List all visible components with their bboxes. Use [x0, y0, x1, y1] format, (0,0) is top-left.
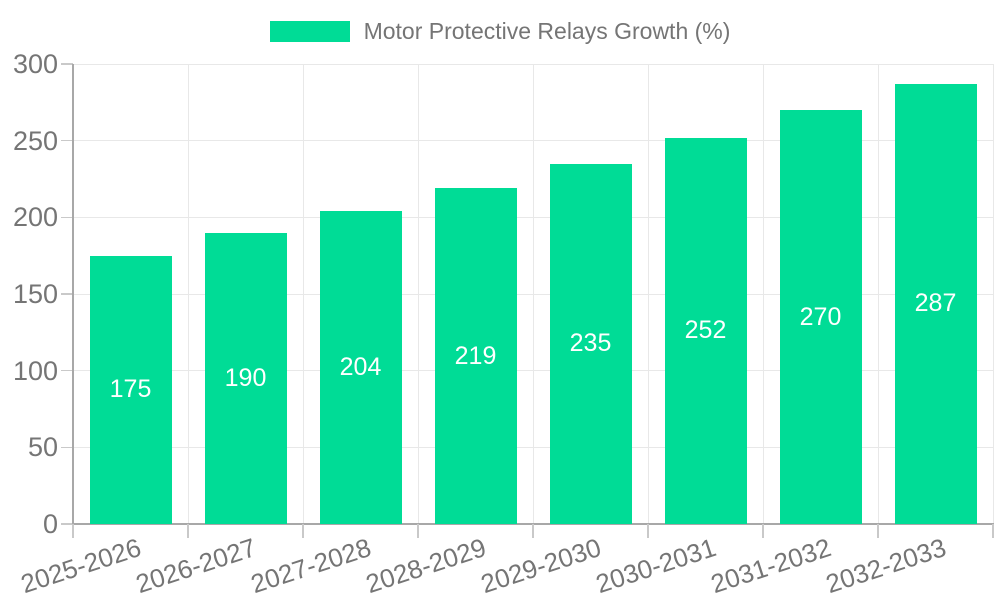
- bar-value-label: 190: [224, 363, 267, 392]
- legend-swatch-icon: [269, 20, 350, 42]
- x-gridline: [532, 64, 534, 524]
- x-tick: [302, 524, 304, 538]
- x-axis-tick-label: 2032-2033: [821, 532, 950, 600]
- bar-value-label: 204: [339, 353, 382, 382]
- bar-value-label: 252: [684, 316, 727, 345]
- y-axis-tick-label: 50: [27, 432, 58, 463]
- y-tick: [61, 523, 73, 525]
- bar: 190: [204, 232, 287, 524]
- y-axis-tick-label: 200: [12, 202, 58, 233]
- bar: 287: [894, 83, 977, 524]
- y-tick: [61, 446, 73, 449]
- x-tick: [532, 524, 534, 538]
- bar-value-label: 219: [454, 341, 497, 370]
- y-axis-tick-label: 250: [12, 125, 58, 156]
- y-tick: [61, 139, 73, 142]
- x-gridline: [992, 64, 994, 524]
- bar-value-label: 235: [569, 329, 612, 358]
- bar-value-label: 287: [914, 289, 957, 318]
- y-tick: [61, 216, 73, 219]
- x-tick: [762, 524, 764, 538]
- x-gridline: [417, 64, 419, 524]
- bar: 252: [664, 137, 747, 524]
- y-axis-tick-label: 150: [12, 279, 58, 309]
- y-axis-tick-label: 0: [42, 509, 58, 539]
- x-axis-tick-label: 2027-2028: [246, 532, 375, 600]
- y-axis-line: [72, 64, 74, 524]
- bar-value-label: 175: [109, 375, 152, 404]
- x-gridline: [187, 64, 189, 524]
- x-axis-tick-label: 2031-2032: [706, 532, 835, 600]
- bar: 175: [89, 255, 172, 524]
- x-gridline: [877, 64, 879, 524]
- x-tick: [72, 524, 74, 538]
- x-tick: [417, 524, 419, 538]
- y-tick: [61, 293, 73, 295]
- x-axis-tick-label: 2029-2030: [476, 532, 605, 600]
- x-axis-tick-label: 2030-2031: [591, 532, 720, 600]
- x-gridline: [647, 64, 649, 524]
- x-axis-tick-label: 2025-2026: [16, 532, 145, 600]
- y-tick: [61, 369, 73, 372]
- bar: 270: [779, 110, 862, 524]
- chart-legend[interactable]: Motor Protective Relays Growth (%): [0, 16, 1000, 46]
- bar: 204: [319, 211, 402, 524]
- y-tick: [61, 63, 73, 65]
- y-axis-tick-label: 100: [12, 355, 58, 386]
- bar: 219: [434, 188, 517, 524]
- x-gridline: [302, 64, 304, 524]
- x-tick: [877, 524, 879, 538]
- y-axis-tick-label: 300: [12, 49, 58, 79]
- bar-value-label: 270: [799, 302, 842, 331]
- x-tick: [647, 524, 649, 538]
- x-tick: [992, 524, 994, 538]
- bar: 235: [549, 163, 632, 524]
- x-axis-tick-label: 2028-2029: [361, 532, 490, 600]
- x-gridline: [762, 64, 764, 524]
- legend-label: Motor Protective Relays Growth (%): [363, 18, 731, 44]
- x-tick: [187, 524, 189, 538]
- x-axis-tick-label: 2026-2027: [131, 532, 260, 600]
